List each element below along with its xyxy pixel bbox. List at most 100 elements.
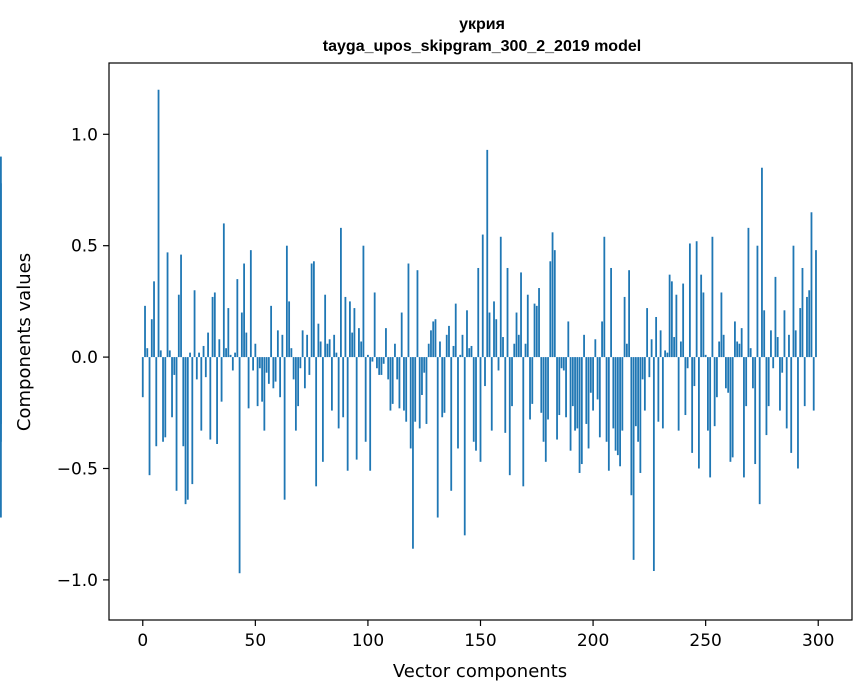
bar-255 (716, 357, 718, 398)
bar-246 (695, 241, 698, 358)
bar-23 (193, 290, 196, 358)
bar-212 (619, 357, 621, 467)
bar-98 (362, 245, 365, 358)
bar-289 (792, 245, 795, 358)
bar-286 (785, 357, 788, 429)
bar-47 (247, 357, 250, 409)
bar-9 (162, 357, 164, 442)
bar-7 (157, 89, 160, 358)
bar-46 (245, 332, 248, 358)
bar-97 (360, 341, 363, 358)
bar-41 (234, 352, 236, 358)
bar-293 (801, 267, 804, 358)
x-tick-label: 50 (245, 631, 267, 651)
bar-132 (439, 341, 441, 358)
bar-118 (407, 263, 410, 358)
bar-207 (607, 357, 610, 471)
bar-27 (202, 345, 205, 358)
bar-179 (544, 357, 547, 462)
bar-282 (776, 337, 779, 358)
bar-149 (477, 267, 480, 358)
bar-181 (549, 261, 552, 358)
bar-14 (173, 357, 176, 375)
bar-217 (630, 357, 633, 496)
bar-272 (754, 357, 757, 465)
bar-109 (387, 357, 390, 380)
bar-68 (294, 357, 297, 431)
bar-268 (745, 357, 748, 407)
bar-279 (770, 330, 772, 358)
x-axis-ticks: 0 50 100 150 200 250 300 (137, 620, 834, 651)
bar-184 (556, 357, 558, 440)
bar-162 (506, 267, 509, 358)
bar-251 (707, 357, 709, 431)
bar-83 (328, 339, 331, 358)
bar-189 (567, 321, 570, 358)
bar-256 (718, 341, 721, 358)
bar-265 (738, 343, 741, 358)
bar-209 (612, 357, 615, 429)
bar-57 (270, 305, 273, 358)
bar-215 (625, 343, 628, 358)
bar-187 (562, 357, 565, 371)
bar-61 (279, 357, 282, 398)
bar-216 (628, 270, 630, 358)
bar-100 (367, 354, 369, 358)
bar-204 (601, 321, 603, 358)
bar-173 (531, 357, 534, 404)
bar-112 (394, 343, 396, 358)
bar-45 (243, 263, 245, 358)
bar-284 (781, 357, 784, 373)
bar-167 (517, 334, 520, 358)
bar-210 (614, 357, 617, 451)
bar-138 (452, 345, 455, 358)
bar-126 (425, 357, 428, 424)
bar-172 (529, 357, 531, 420)
bar-218 (632, 357, 635, 560)
bar-96 (358, 328, 360, 358)
bar-196 (583, 334, 585, 358)
bar-165 (513, 343, 516, 358)
bar-130 (434, 319, 437, 358)
bar-111 (391, 357, 394, 404)
y-tick-label: 1.0 (71, 125, 98, 145)
bar-280 (772, 357, 775, 369)
bar-122 (416, 270, 419, 358)
bar-169 (522, 357, 525, 487)
bar-56 (267, 357, 270, 384)
bar-260 (727, 357, 730, 393)
bar-159 (499, 236, 502, 358)
bar-170 (524, 343, 527, 358)
bar-91 (346, 357, 349, 471)
bar-197 (585, 357, 588, 424)
bar-193 (576, 357, 579, 429)
bar-291 (797, 357, 799, 469)
bar-292 (799, 308, 802, 358)
bar-81 (324, 294, 327, 358)
bar-73 (306, 334, 309, 358)
bar-21 (189, 352, 191, 358)
bar-135 (445, 334, 448, 358)
bar-128 (430, 330, 432, 358)
bar-54 (263, 357, 266, 431)
bar-195 (580, 357, 583, 465)
bar-5 (153, 281, 155, 358)
bar-154 (488, 312, 491, 358)
bar-82 (326, 343, 329, 358)
bar-223 (643, 357, 646, 411)
bar-117 (405, 357, 408, 422)
bar-148 (475, 357, 477, 451)
bar-71 (301, 330, 304, 358)
bar-116 (403, 357, 405, 411)
bar-186 (560, 357, 563, 369)
bar-undefined (0, 357, 2, 518)
bar-137 (450, 357, 453, 491)
bar-270 (749, 348, 752, 358)
bar-168 (520, 272, 522, 358)
bar-261 (729, 357, 732, 462)
bar-11 (166, 252, 169, 358)
bar-121 (414, 357, 417, 422)
bar-235 (670, 281, 673, 358)
bar-250 (704, 354, 707, 358)
bar-191 (571, 357, 574, 407)
